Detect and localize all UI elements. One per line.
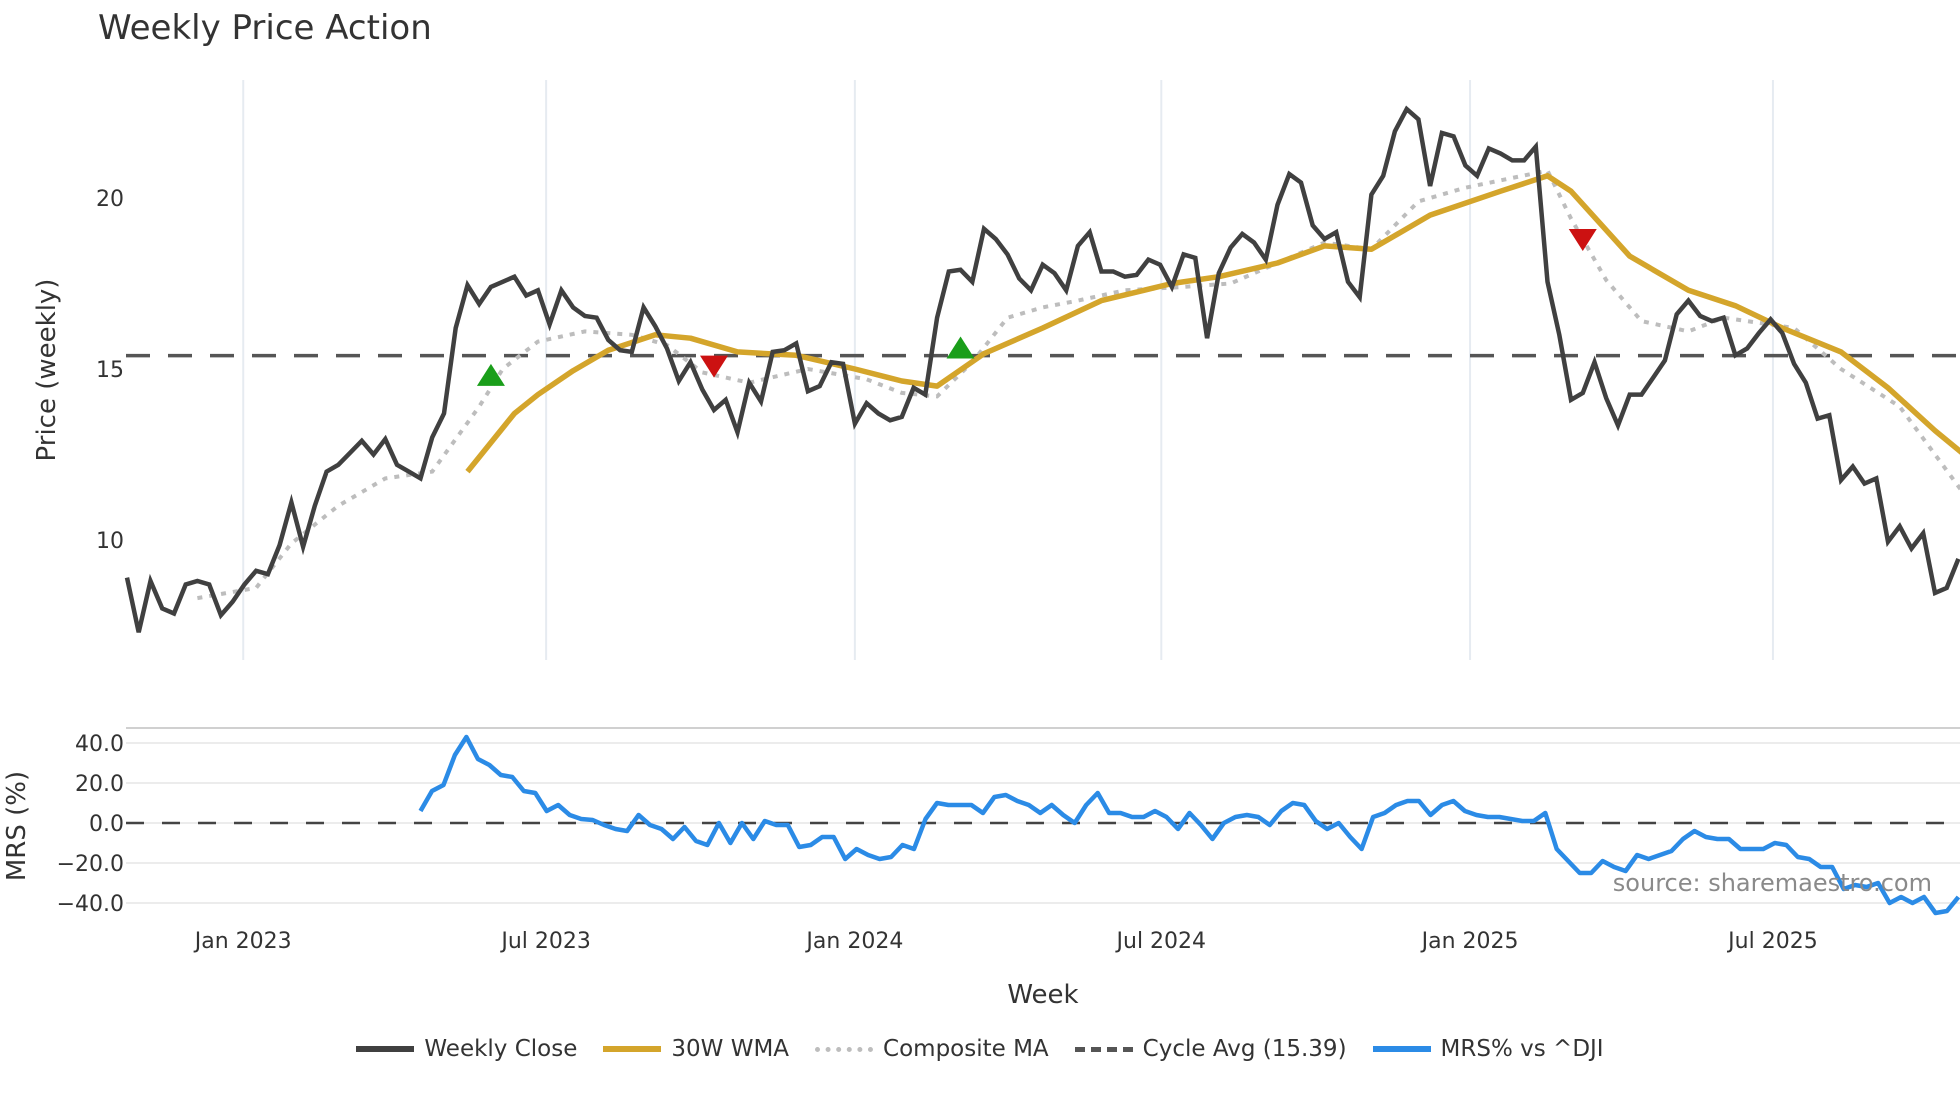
mrs-path	[418, 734, 1960, 916]
x-tick-label: Jan 2023	[193, 929, 292, 954]
signal-markers	[476, 229, 1597, 386]
legend-swatch-cycle-avg	[1074, 1046, 1133, 1052]
mrs-y-tick-label: 20.0	[75, 772, 124, 797]
buy-signal-triangle-icon	[476, 363, 505, 386]
legend-label: 30W WMA	[671, 1036, 790, 1062]
price-y-axis-label: Price (weekly)	[32, 279, 62, 462]
x-tick-label: Jan 2024	[804, 929, 903, 954]
x-tick-label: Jan 2025	[1420, 929, 1519, 954]
legend-item-cycle-avg[interactable]: Cycle Avg (15.39)	[1074, 1036, 1347, 1062]
weekly-close-path	[124, 105, 1960, 633]
x-axis-label: Week	[1007, 980, 1078, 1010]
x-tick-label: Jul 2023	[499, 929, 591, 954]
price-y-tick-label: 20	[96, 187, 124, 212]
legend-item-weekly-close[interactable]: Weekly Close	[356, 1036, 577, 1062]
mrs-y-tick-label: 0.0	[89, 812, 124, 837]
chart-title: Weekly Price Action	[98, 8, 432, 48]
buy-signal-triangle-icon	[946, 336, 975, 359]
wma-30w-line	[465, 173, 1960, 474]
sell-signal-triangle-icon	[1568, 229, 1597, 252]
legend-label: Composite MA	[883, 1036, 1049, 1062]
mrs-y-axis-label: MRS (%)	[2, 771, 32, 881]
legend-label: MRS% vs ^DJI	[1440, 1036, 1604, 1062]
wma-path	[465, 173, 1960, 474]
legend-swatch-weekly-close	[356, 1046, 415, 1052]
legend-swatch-mrs	[1372, 1046, 1431, 1052]
weekly-close-line	[124, 105, 1960, 633]
legend-label: Cycle Avg (15.39)	[1142, 1036, 1347, 1062]
price-gridlines	[242, 80, 1774, 660]
x-tick-label: Jul 2024	[1115, 929, 1207, 954]
price-y-axis: 10 15 20	[96, 187, 124, 554]
composite-ma-path	[197, 168, 1960, 601]
mrs-y-tick-label: −20.0	[57, 852, 124, 877]
legend-item-mrs[interactable]: MRS% vs ^DJI	[1372, 1036, 1604, 1062]
mrs-y-tick-label: 40.0	[75, 732, 124, 757]
legend-item-wma[interactable]: 30W WMA	[603, 1036, 789, 1062]
x-axis-ticks: Jan 2023 Jul 2023 Jan 2024 Jul 2024 Jan 2025…	[193, 929, 1818, 954]
price-y-tick-label: 15	[96, 358, 124, 383]
legend-label: Weekly Close	[424, 1036, 578, 1062]
legend: Weekly Close 30W WMA Composite MA Cycle …	[0, 1036, 1960, 1062]
mrs-line	[418, 734, 1960, 916]
legend-item-composite-ma[interactable]: Composite MA	[815, 1036, 1049, 1062]
x-tick-label: Jul 2025	[1726, 929, 1818, 954]
legend-swatch-wma	[603, 1046, 662, 1052]
legend-swatch-composite-ma	[815, 1046, 874, 1052]
mrs-y-axis: 40.0 20.0 0.0 −20.0 −40.0	[57, 732, 124, 917]
composite-ma-line	[197, 168, 1960, 601]
mrs-y-tick-label: −40.0	[57, 892, 124, 917]
source-note: source: sharemaestro.com	[1613, 869, 1932, 897]
price-y-tick-label: 10	[96, 529, 124, 554]
sell-signal-triangle-icon	[700, 355, 728, 378]
